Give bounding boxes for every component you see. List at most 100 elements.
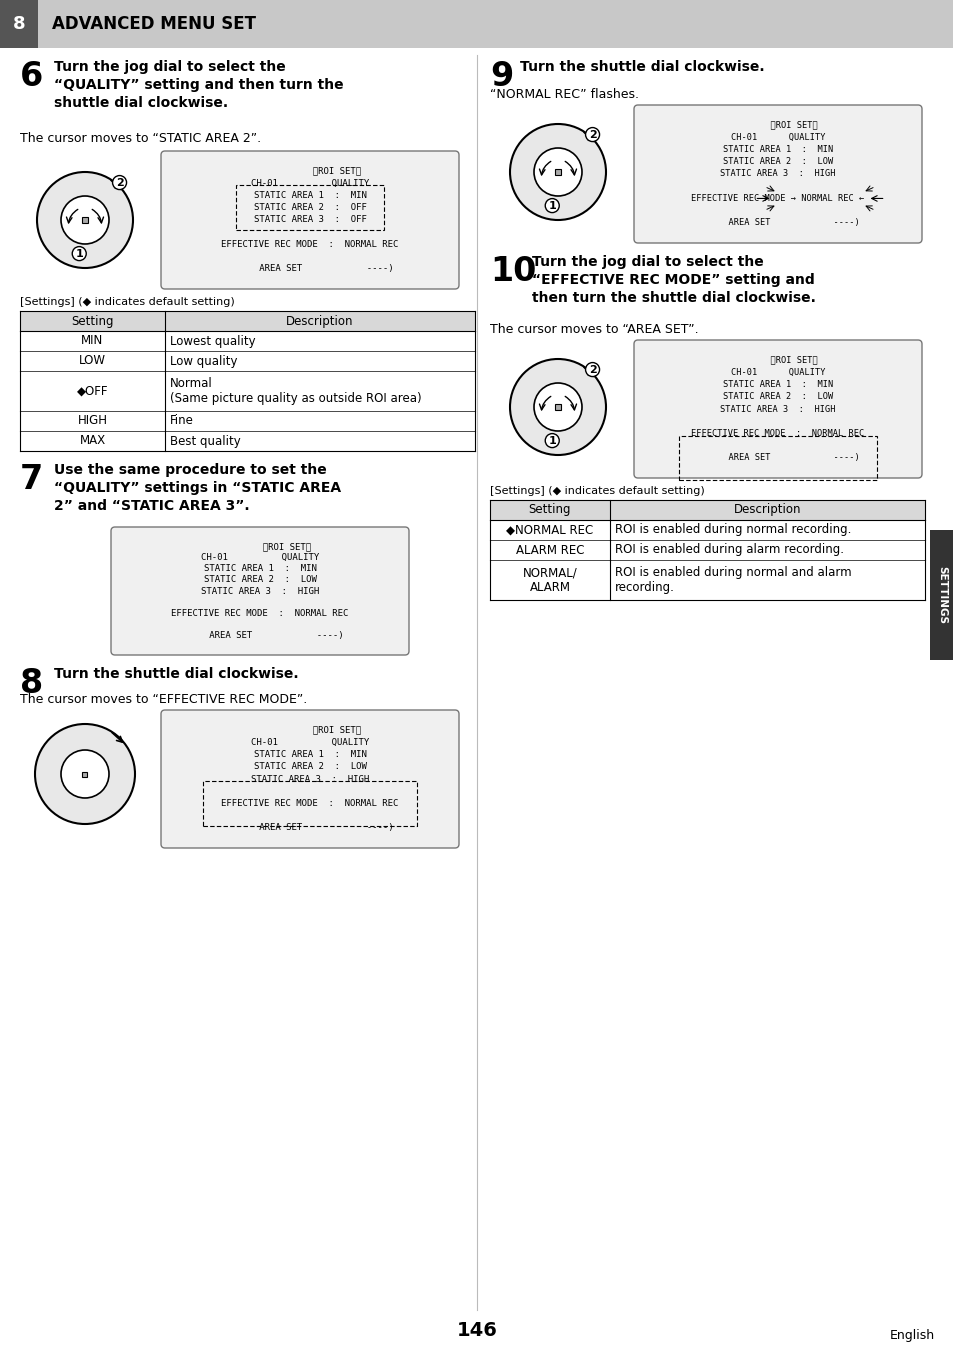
Text: AREA SET            ----): AREA SET ----) [227, 265, 393, 273]
Text: ROI is enabled during normal and alarm
recording.: ROI is enabled during normal and alarm r… [615, 566, 851, 594]
Circle shape [534, 382, 581, 431]
Text: STATIC AREA 2  :  LOW: STATIC AREA 2 : LOW [722, 157, 832, 166]
Text: Best quality: Best quality [170, 435, 240, 447]
Text: CH-01      QUALITY: CH-01 QUALITY [730, 132, 824, 142]
Text: AREA SET            ----): AREA SET ----) [696, 219, 859, 227]
Text: 6: 6 [20, 59, 43, 93]
Text: STATIC AREA 1  :  MIN: STATIC AREA 1 : MIN [722, 145, 832, 154]
Text: Lowest quality: Lowest quality [170, 335, 255, 347]
Text: Low quality: Low quality [170, 354, 237, 367]
Text: Turn the jog dial to select the
“EFFECTIVE REC MODE” setting and
then turn the s: Turn the jog dial to select the “EFFECTI… [532, 255, 815, 305]
Text: EFFECTIVE REC MODE → NORMAL REC ←: EFFECTIVE REC MODE → NORMAL REC ← [691, 195, 863, 203]
Text: MIN: MIN [81, 335, 104, 347]
Text: MAX: MAX [79, 435, 106, 447]
Text: 〈ROI SET〉: 〈ROI SET〉 [258, 166, 360, 176]
Text: 2: 2 [588, 365, 596, 374]
Text: Use the same procedure to set the
“QUALITY” settings in “STATIC AREA
2” and “STA: Use the same procedure to set the “QUALI… [54, 463, 341, 512]
Text: AREA SET            ----): AREA SET ----) [696, 454, 859, 462]
Text: Turn the shuttle dial clockwise.: Turn the shuttle dial clockwise. [519, 59, 763, 74]
Text: The cursor moves to “EFFECTIVE REC MODE”.: The cursor moves to “EFFECTIVE REC MODE”… [20, 693, 307, 707]
Circle shape [534, 149, 581, 196]
Text: STATIC AREA 1  :  MIN: STATIC AREA 1 : MIN [253, 190, 366, 200]
Text: 8: 8 [12, 15, 26, 32]
Text: STATIC AREA 3  :  HIGH: STATIC AREA 3 : HIGH [720, 404, 835, 413]
Text: Turn the shuttle dial clockwise.: Turn the shuttle dial clockwise. [54, 667, 298, 681]
Text: CH-01      QUALITY: CH-01 QUALITY [730, 367, 824, 377]
Text: 10: 10 [490, 255, 536, 288]
Text: STATIC AREA 2  :  OFF: STATIC AREA 2 : OFF [253, 203, 366, 212]
Text: CH-01          QUALITY: CH-01 QUALITY [251, 178, 369, 188]
Circle shape [35, 724, 135, 824]
Text: AREA SET            ----): AREA SET ----) [227, 823, 393, 832]
Text: Setting: Setting [528, 504, 571, 516]
Text: Normal
(Same picture quality as outside ROI area): Normal (Same picture quality as outside … [170, 377, 421, 405]
Text: STATIC AREA 2  :  LOW: STATIC AREA 2 : LOW [722, 392, 832, 401]
Text: STATIC AREA 1  :  MIN: STATIC AREA 1 : MIN [253, 750, 366, 759]
Bar [82, 218, 88, 223]
Text: 1: 1 [548, 435, 556, 446]
Text: CH-01          QUALITY: CH-01 QUALITY [251, 738, 369, 747]
Text: 8: 8 [20, 667, 43, 700]
Text: ALARM REC: ALARM REC [516, 543, 583, 557]
Circle shape [37, 172, 132, 267]
Text: 9: 9 [490, 59, 513, 93]
Text: 1: 1 [548, 200, 556, 211]
Text: The cursor moves to “AREA SET”.: The cursor moves to “AREA SET”. [490, 323, 698, 336]
Text: Turn the jog dial to select the
“QUALITY” setting and then turn the
shuttle dial: Turn the jog dial to select the “QUALITY… [54, 59, 343, 109]
Bar [20, 311, 475, 331]
Text: 146: 146 [456, 1320, 497, 1339]
Text: The cursor moves to “STATIC AREA 2”.: The cursor moves to “STATIC AREA 2”. [20, 132, 261, 145]
Bar [555, 404, 560, 409]
Text: Description: Description [286, 315, 354, 327]
Text: STATIC AREA 2  :  LOW: STATIC AREA 2 : LOW [203, 576, 316, 585]
Text: HIGH: HIGH [77, 415, 108, 427]
Text: 〈ROI SET〉: 〈ROI SET〉 [738, 120, 817, 130]
Text: 7: 7 [20, 463, 43, 496]
Text: Setting: Setting [71, 315, 113, 327]
Text: EFFECTIVE REC MODE  :  NORMAL REC: EFFECTIVE REC MODE : NORMAL REC [691, 430, 863, 438]
FancyBboxPatch shape [161, 151, 458, 289]
Text: 1: 1 [75, 249, 83, 258]
Text: SETTINGS: SETTINGS [936, 566, 946, 624]
Text: [Settings] (◆ indicates default setting): [Settings] (◆ indicates default setting) [490, 486, 704, 496]
Circle shape [510, 359, 605, 455]
Text: 2: 2 [588, 130, 596, 139]
Circle shape [61, 196, 109, 245]
Text: LOW: LOW [79, 354, 106, 367]
Text: NORMAL/
ALARM: NORMAL/ ALARM [522, 566, 577, 594]
Text: [Settings] (◆ indicates default setting): [Settings] (◆ indicates default setting) [20, 297, 234, 307]
Text: CH-01          QUALITY: CH-01 QUALITY [201, 553, 319, 562]
Bar [82, 771, 88, 777]
Text: ROI is enabled during alarm recording.: ROI is enabled during alarm recording. [615, 543, 843, 557]
Text: “NORMAL REC” flashes.: “NORMAL REC” flashes. [490, 88, 639, 101]
FancyBboxPatch shape [634, 105, 921, 243]
Bar [555, 169, 560, 176]
Text: 〈ROI SET〉: 〈ROI SET〉 [209, 542, 311, 551]
Text: 2: 2 [115, 177, 123, 188]
Text: STATIC AREA 3  :  HIGH: STATIC AREA 3 : HIGH [720, 169, 835, 178]
Circle shape [510, 124, 605, 220]
FancyBboxPatch shape [634, 340, 921, 478]
Circle shape [61, 750, 109, 798]
Text: Fine: Fine [170, 415, 193, 427]
Text: English: English [889, 1328, 934, 1342]
Text: STATIC AREA 1  :  MIN: STATIC AREA 1 : MIN [722, 380, 832, 389]
Text: STATIC AREA 1  :  MIN: STATIC AREA 1 : MIN [203, 565, 316, 573]
Bar [929, 530, 953, 661]
FancyBboxPatch shape [161, 711, 458, 848]
Text: STATIC AREA 2  :  LOW: STATIC AREA 2 : LOW [253, 762, 366, 771]
Text: AREA SET            ----): AREA SET ----) [176, 631, 343, 640]
Text: Description: Description [733, 504, 801, 516]
Text: STATIC AREA 3  :  HIGH: STATIC AREA 3 : HIGH [201, 586, 319, 596]
Bar [490, 500, 924, 520]
Text: ADVANCED MENU SET: ADVANCED MENU SET [52, 15, 255, 32]
Text: 〈ROI SET〉: 〈ROI SET〉 [738, 355, 817, 365]
Text: ROI is enabled during normal recording.: ROI is enabled during normal recording. [615, 523, 850, 536]
Text: EFFECTIVE REC MODE  :  NORMAL REC: EFFECTIVE REC MODE : NORMAL REC [221, 798, 398, 808]
Text: STATIC AREA 3  :  HIGH: STATIC AREA 3 : HIGH [251, 774, 369, 784]
Text: ◆OFF: ◆OFF [76, 385, 108, 397]
Bar [0, 0, 38, 49]
FancyBboxPatch shape [111, 527, 409, 655]
Text: ◆NORMAL REC: ◆NORMAL REC [506, 523, 593, 536]
Text: EFFECTIVE REC MODE  :  NORMAL REC: EFFECTIVE REC MODE : NORMAL REC [221, 240, 398, 249]
